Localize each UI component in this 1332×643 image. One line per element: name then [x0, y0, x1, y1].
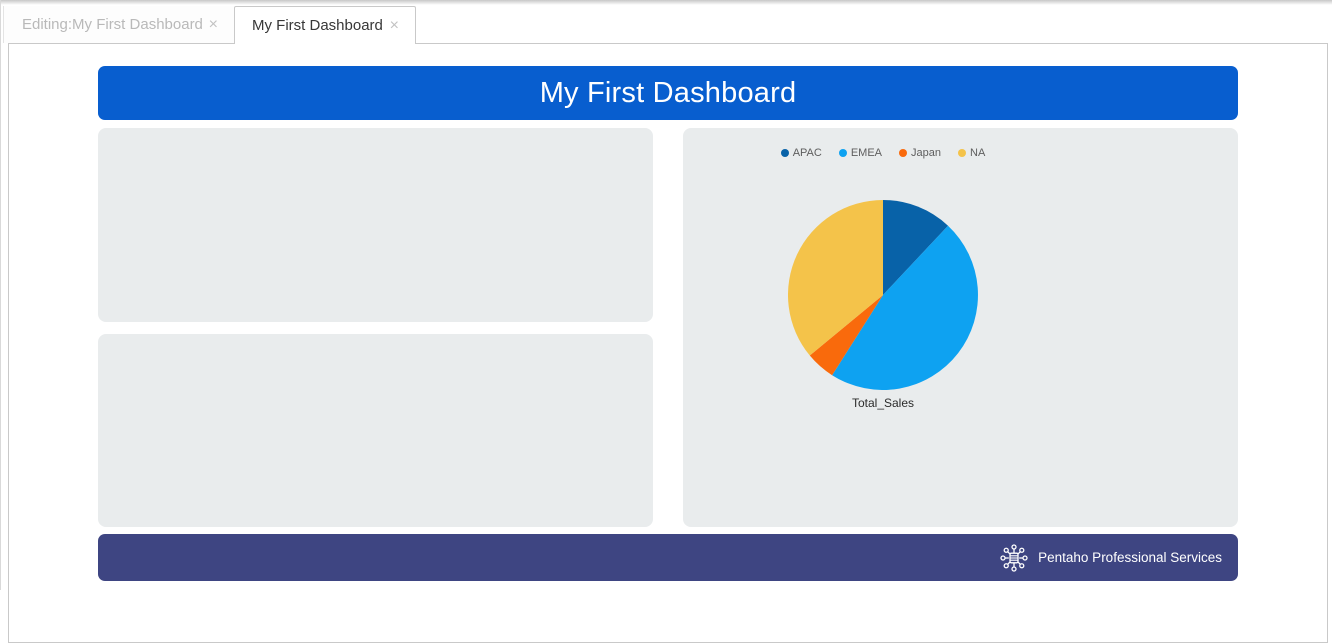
empty-panel-top-left	[98, 128, 653, 322]
chart-legend: APAC EMEA Japan NA	[683, 147, 1083, 159]
footer-brand-text: Pentaho Professional Services	[1038, 550, 1222, 565]
hub-node-icon	[1019, 547, 1025, 553]
pie-chart-widget: APAC EMEA Japan NA Total_Sales	[683, 128, 1083, 527]
legend-swatch-icon	[958, 149, 967, 157]
tab-editing-my-first-dashboard[interactable]: Editing:My First Dashboard ×	[3, 6, 234, 43]
tab-bar: Editing:My First Dashboard × My First Da…	[1, 0, 1332, 44]
dashboard-title-banner: My First Dashboard	[98, 66, 1238, 120]
pie-chart	[787, 200, 978, 390]
hub-node-icon	[1003, 562, 1010, 568]
legend-item-apac[interactable]: APAC	[780, 147, 822, 159]
legend-item-emea[interactable]: EMEA	[838, 147, 883, 159]
legend-swatch-icon	[780, 149, 789, 157]
empty-panel-bottom-left	[98, 334, 653, 527]
hub-center	[1009, 552, 1019, 563]
chart-panel: APAC EMEA Japan NA Total_Sales	[683, 128, 1238, 527]
hub-spokes	[1000, 543, 1028, 572]
dashboard-canvas: My First Dashboard APAC EMEA Japan NA Total…	[98, 66, 1238, 581]
hub-node-icon	[1011, 543, 1017, 550]
legend-label: NA	[970, 147, 986, 159]
pie-chart-area	[787, 200, 978, 390]
hub-node-icon	[1019, 562, 1025, 568]
legend-item-na[interactable]: NA	[958, 147, 985, 159]
legend-swatch-icon	[838, 149, 847, 157]
hub-node-icon	[1022, 554, 1028, 561]
hub-node-icon	[1003, 547, 1010, 553]
dashboard-title: My First Dashboard	[539, 76, 797, 109]
close-icon[interactable]: ×	[208, 15, 218, 33]
legend-item-japan[interactable]: Japan	[899, 147, 941, 159]
footer-banner: Pentaho Professional Services	[98, 534, 1238, 581]
pie-slice-japan[interactable]	[809, 295, 883, 376]
hub-node-icon	[1000, 554, 1006, 561]
pie-slice-na[interactable]	[787, 200, 883, 356]
tab-label: Editing:My First Dashboard	[22, 16, 203, 33]
legend-swatch-icon	[899, 149, 908, 157]
dashboard-viewport: My First Dashboard APAC EMEA Japan NA Total…	[8, 43, 1328, 643]
left-column	[98, 128, 653, 527]
dashboard-grid: APAC EMEA Japan NA Total_Sales	[98, 128, 1238, 527]
legend-label: APAC	[792, 147, 822, 159]
legend-label: EMEA	[850, 147, 883, 159]
pie-slice-emea[interactable]	[832, 225, 978, 390]
tab-my-first-dashboard[interactable]: My First Dashboard ×	[234, 6, 416, 44]
close-icon[interactable]: ×	[389, 16, 399, 34]
hub-node-icon	[1011, 565, 1017, 572]
tab-label: My First Dashboard	[252, 17, 383, 34]
chart-measure-label: Total_Sales	[851, 396, 915, 410]
pie-slice-apac[interactable]	[883, 200, 949, 295]
hub-network-icon	[1000, 543, 1028, 572]
legend-label: Japan	[911, 147, 942, 159]
